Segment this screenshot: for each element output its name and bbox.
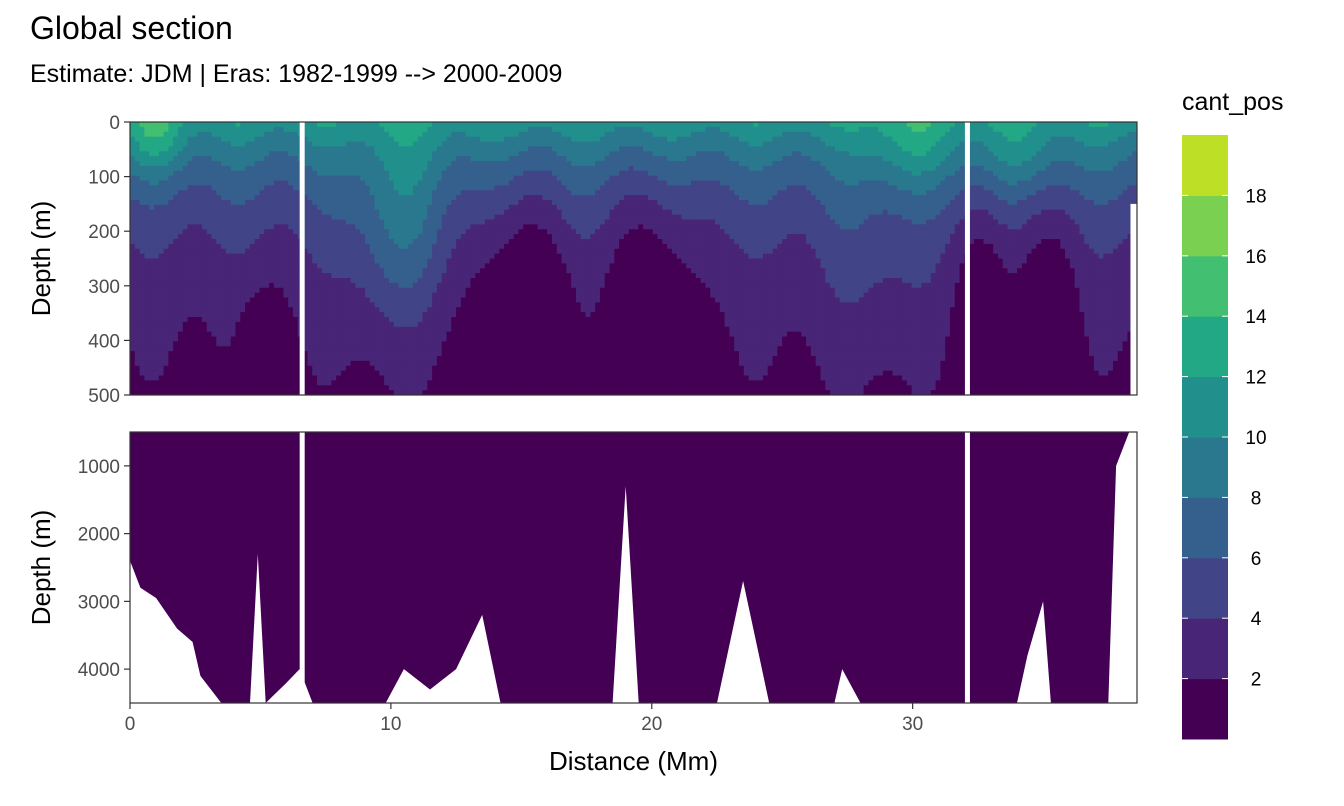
- legend-tick-label: 14: [1245, 307, 1267, 328]
- legend-color-bin: [1182, 195, 1228, 257]
- upper-panel-border: [129, 121, 1138, 396]
- legend-color-bin: [1182, 255, 1228, 317]
- x-tick-label: 30: [902, 714, 923, 735]
- upper-panel-field: [130, 122, 1137, 395]
- x-tick-label: 0: [125, 714, 136, 735]
- x-axis-title: Distance (Mm): [549, 746, 718, 776]
- section-gap-lower: [299, 432, 305, 703]
- legend-tick-label: 12: [1245, 368, 1266, 389]
- seafloor-mask: [130, 432, 1137, 703]
- y-tick-label: 0: [109, 113, 120, 134]
- legend-tick-label: 2: [1251, 670, 1262, 691]
- y-tick-label: 3000: [78, 592, 120, 613]
- y-axis-title-lower: Depth (m): [26, 510, 56, 626]
- legend-color-bin: [1182, 437, 1228, 498]
- legend-color-bin: [1182, 678, 1228, 740]
- legend-color-bin: [1182, 618, 1228, 680]
- legend-tick-label: 18: [1245, 186, 1266, 207]
- y-axis-title-upper: Depth (m): [26, 201, 56, 317]
- section-gap-lower: [964, 432, 970, 703]
- axes: 0 100 200 300 400 500 1000 2000 3000 4000 0 10 20 30 D…: [26, 113, 1138, 776]
- legend-color-bin: [1182, 497, 1228, 559]
- x-tick-label: 10: [380, 714, 401, 735]
- legend: cant_pos 2 4 6 8 10 12 14 16 18: [1182, 88, 1283, 740]
- legend-tick-label: 10: [1245, 428, 1266, 449]
- legend-color-bin: [1182, 316, 1228, 378]
- lower-panel-field: [130, 432, 1137, 703]
- legend-tick-label: 4: [1251, 609, 1262, 630]
- x-tick-label: 20: [641, 714, 662, 735]
- y-tick-label: 300: [88, 277, 120, 298]
- legend-tick-label: 8: [1251, 488, 1262, 509]
- legend-color-bin: [1182, 376, 1228, 438]
- y-tick-label: 400: [88, 331, 120, 352]
- legend-tick-label: 6: [1251, 549, 1262, 570]
- legend-color-bin: [1182, 135, 1228, 196]
- legend-color-bin: [1182, 557, 1228, 619]
- legend-title: cant_pos: [1182, 88, 1283, 116]
- y-tick-label: 500: [88, 386, 120, 407]
- chart-title: Global section: [30, 10, 233, 47]
- chart-subtitle: Estimate: JDM | Eras: 1982-1999 --> 2000…: [30, 60, 562, 89]
- section-gap-upper: [964, 122, 970, 395]
- legend-tick-label: 16: [1245, 247, 1266, 268]
- section-gap-upper: [299, 122, 305, 395]
- y-tick-label: 200: [88, 222, 120, 243]
- y-tick-label: 2000: [78, 525, 120, 546]
- lower-panel-border: [129, 431, 1138, 704]
- y-tick-label: 4000: [78, 660, 120, 681]
- y-tick-label: 1000: [78, 457, 120, 478]
- y-tick-label: 100: [88, 168, 120, 189]
- edge-mask: [1130, 203, 1137, 395]
